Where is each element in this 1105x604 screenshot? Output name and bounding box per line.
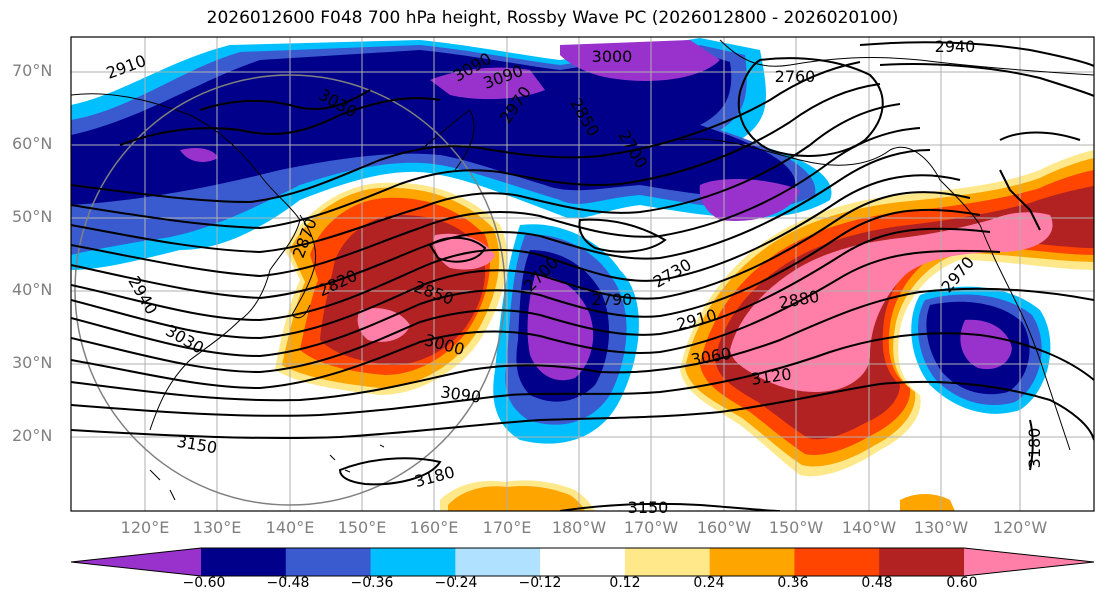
contour-line <box>71 208 981 358</box>
figure-title: 2026012600 F048 700 hPa height, Rossby W… <box>206 8 899 28</box>
lon-label: 160°W <box>696 518 752 537</box>
contour-line <box>71 103 901 254</box>
contour-line <box>71 191 971 340</box>
lon-label: 130°E <box>192 518 242 537</box>
contour-line <box>71 249 1001 390</box>
lon-label: 120°E <box>120 518 170 537</box>
coast-arctic <box>719 39 1094 76</box>
contour-line <box>1029 419 1034 471</box>
contour-line <box>71 149 931 300</box>
contour-line <box>71 332 1094 417</box>
contour-line <box>71 61 861 204</box>
pos-anomaly-pac-pink <box>730 212 1053 392</box>
lon-label: 150°W <box>768 518 824 537</box>
lon-label: 140°W <box>841 518 897 537</box>
colorbar-tick: −0.48 <box>266 575 310 591</box>
contour-label: 3000 <box>592 47 633 66</box>
contour-line <box>559 502 781 511</box>
contour-label: 3150 <box>628 498 669 517</box>
map-frame <box>70 36 1095 512</box>
lat-label-40n: 40°N <box>12 280 53 299</box>
pos-anomaly-south-orange <box>448 485 585 511</box>
height-contours <box>71 41 1094 511</box>
colorbar-tick: 0.48 <box>861 575 893 591</box>
neg-anomaly-east-purple <box>960 319 1012 370</box>
coast-na-west <box>979 224 1071 451</box>
coast-islands <box>149 444 385 501</box>
lon-label: 130°W <box>913 518 969 537</box>
coastlines <box>71 39 1094 501</box>
lon-label: 120°W <box>992 518 1048 537</box>
lat-label-20n: 20°N <box>12 426 53 445</box>
contour-label: 2940 <box>935 37 976 56</box>
colorbar-tick: −0.36 <box>350 575 394 591</box>
contour-line <box>338 457 442 486</box>
neg-anomaly-center-purple <box>527 275 594 381</box>
lon-label: 170°E <box>482 518 532 537</box>
contour-line <box>879 63 1094 97</box>
anomaly-shading <box>71 38 1094 511</box>
lon-label: 160°E <box>409 518 459 537</box>
neg-anomaly-purple-1 <box>430 67 545 100</box>
lat-label-60n: 60°N <box>12 134 53 153</box>
colorbar-tick: −0.12 <box>518 575 562 591</box>
colorbar-tick: 0.36 <box>777 575 809 591</box>
colorbar-tick: 0.24 <box>693 575 725 591</box>
pos-anomaly-japan-pink-2 <box>357 308 410 342</box>
contour-label: 2790 <box>592 290 633 309</box>
neg-anomaly-purple-2 <box>560 40 720 81</box>
colorbar-tick: −0.24 <box>434 575 478 591</box>
coast-asia <box>71 93 301 431</box>
colorbar-tick: −0.60 <box>182 575 226 591</box>
coast-japan <box>291 214 317 319</box>
contour-line <box>71 174 961 322</box>
contour-line <box>428 236 487 263</box>
lat-label-50n: 50°N <box>12 207 53 226</box>
contour-line <box>71 287 1094 402</box>
contour-line <box>71 127 921 278</box>
contour-label: 2760 <box>775 67 816 86</box>
neg-anomaly-navy <box>71 50 796 205</box>
contour-line <box>199 89 371 111</box>
contour-line <box>999 131 1081 231</box>
contour-line <box>71 380 1094 441</box>
lat-label-70n: 70°N <box>12 61 53 80</box>
colorbar-tick: 0.60 <box>946 575 978 591</box>
lon-label: 180°W <box>551 518 607 537</box>
lon-label: 170°W <box>623 518 679 537</box>
contour-line <box>119 97 441 146</box>
contour-label: 3180 <box>1025 428 1044 469</box>
neg-anomaly-purple-4 <box>180 147 218 162</box>
contour-line <box>578 218 667 253</box>
coast-kamchatka <box>419 109 475 171</box>
contour-line <box>737 57 884 157</box>
contour-line <box>859 41 1094 67</box>
lon-label: 140°E <box>265 518 315 537</box>
lat-label-30n: 30°N <box>12 353 53 372</box>
contour-line <box>71 83 881 230</box>
contour-line <box>71 227 991 374</box>
lon-label: 150°E <box>337 518 387 537</box>
colorbar-tick: 0.12 <box>609 575 641 591</box>
